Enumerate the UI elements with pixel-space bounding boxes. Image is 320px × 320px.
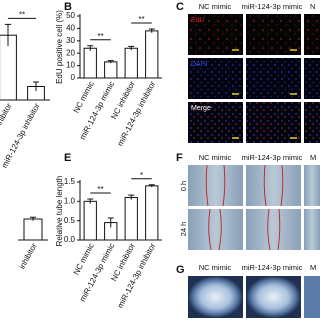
tube-image	[304, 276, 320, 318]
column-label: miR-124-3p mimic	[242, 263, 303, 272]
error-bar	[33, 81, 39, 91]
micrograph	[246, 58, 301, 99]
significance-label: **	[138, 15, 144, 24]
bar	[23, 218, 43, 241]
y-tick-label: 40	[66, 24, 75, 33]
column-label: M	[310, 153, 316, 162]
x-tick-label: inhibitor	[0, 101, 14, 130]
micrograph	[188, 102, 243, 143]
bar	[83, 200, 97, 241]
panel-label: C	[176, 1, 184, 13]
panel-label: G	[176, 264, 185, 276]
x-tick-label: inhibitor	[18, 241, 39, 270]
y-tick-label: 10	[66, 61, 75, 70]
tube-image	[188, 276, 243, 318]
column-label: M	[310, 263, 316, 272]
wound-image	[188, 209, 243, 250]
y-tick-label: 1.0	[64, 196, 76, 205]
micrograph	[304, 102, 320, 143]
x-tick-label: miR-124-3p inhibitor	[116, 241, 158, 309]
row-label: DAPI	[191, 61, 207, 68]
wound-image	[304, 209, 320, 250]
panel-c: C NC mimic miR-124-3p mimic N EdU DAPI M…	[176, 1, 320, 143]
column-label: NC mimic	[199, 263, 232, 272]
error-bar	[128, 194, 135, 200]
y-tick-label: 0.0	[64, 235, 76, 244]
bar	[124, 196, 138, 241]
y-axis-label: EdU positive cell (%)	[55, 10, 64, 84]
column-label: miR-124-3p mimic	[242, 153, 303, 162]
micrograph	[304, 58, 320, 99]
panel-g: G NC mimic miR-124-3p mimic M	[176, 263, 320, 318]
y-tick-label: 50	[66, 11, 75, 20]
micrograph	[188, 14, 243, 55]
row-label: EdU	[191, 17, 205, 24]
error-bar	[128, 45, 135, 51]
wound-image	[246, 165, 301, 206]
error-bar	[107, 60, 114, 64]
y-tick-label: 30	[66, 36, 75, 45]
panel-label: B	[64, 1, 72, 13]
bar	[145, 30, 159, 79]
error-bar	[148, 28, 155, 33]
row-label: 0 h	[179, 181, 188, 191]
row-label: 24 h	[179, 222, 188, 237]
x-tick-label: miR-124-3p inhibitor	[116, 79, 158, 147]
bar	[83, 47, 97, 79]
significance-label: **	[19, 11, 25, 20]
significance-label: **	[97, 32, 103, 41]
panel-label: E	[64, 152, 71, 164]
y-tick-label: 1.5	[64, 177, 76, 186]
error-bar	[30, 216, 36, 221]
row-label: Merge	[191, 105, 211, 112]
tube-image	[246, 276, 301, 318]
y-axis-label: Relative tube length	[55, 176, 64, 247]
micrograph	[246, 102, 301, 143]
significance-label: *	[140, 171, 143, 180]
y-tick-label: 20	[66, 48, 75, 57]
wound-image	[304, 165, 320, 206]
wound-image	[246, 209, 301, 250]
bar	[124, 47, 138, 79]
panel-label: F	[176, 152, 183, 164]
bar	[145, 185, 159, 241]
error-bar	[107, 217, 114, 228]
column-label: NC mimic	[199, 2, 232, 11]
error-bar	[87, 45, 94, 51]
micrograph	[188, 58, 243, 99]
column-label: miR-124-3p mimic	[242, 2, 303, 11]
panel-f: F NC mimic miR-124-3p mimic M 0 h 24 h	[176, 152, 320, 251]
column-label: NC mimic	[199, 153, 232, 162]
wound-image	[188, 165, 243, 206]
error-bar	[148, 184, 155, 188]
column-label: N	[310, 2, 315, 11]
error-bar	[87, 198, 94, 204]
micrograph	[304, 14, 320, 55]
error-bar	[5, 23, 11, 46]
y-tick-label: 0.5	[64, 216, 76, 225]
bar	[104, 61, 118, 79]
significance-label: **	[97, 185, 103, 194]
micrograph	[246, 14, 301, 55]
wound-edge	[205, 164, 284, 251]
y-tick-label: 0	[71, 73, 76, 82]
